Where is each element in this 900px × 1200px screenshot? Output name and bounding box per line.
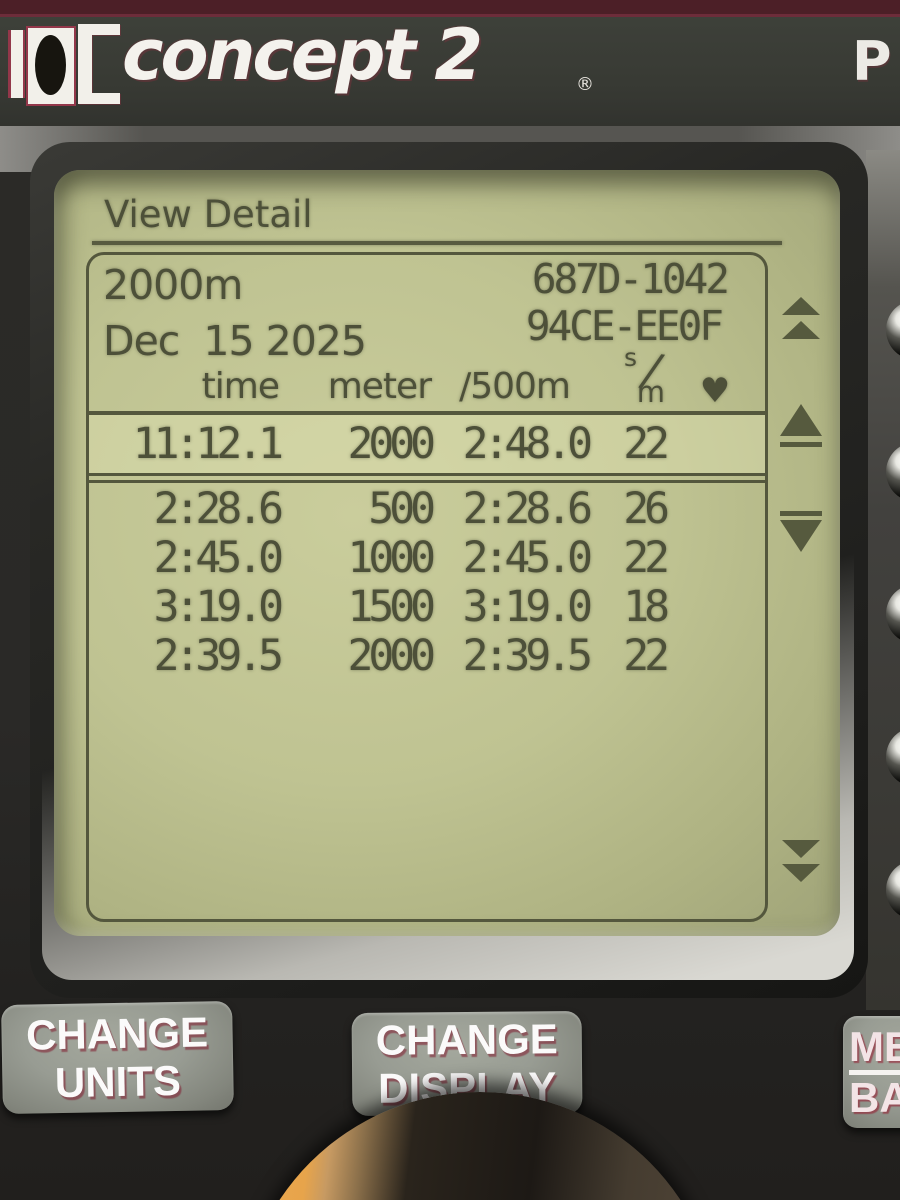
split-spm: 22 xyxy=(623,631,670,681)
split-pace: 2:39.5 xyxy=(462,631,593,681)
logo-oval-box xyxy=(26,26,76,106)
menu-back-button[interactable]: ME BA xyxy=(843,1016,900,1128)
page-up-icon xyxy=(782,297,820,315)
page-down-icon xyxy=(782,840,820,858)
split-row: 2:39.5 2000 2:39.5 22 xyxy=(89,631,765,681)
split-meter: 2000 xyxy=(347,631,436,681)
lcd-display xyxy=(54,170,840,936)
split-time: 2:45.0 xyxy=(153,533,284,583)
scroll-up-icon xyxy=(780,404,822,436)
column-header-pace: /500m xyxy=(459,365,571,407)
side-button-1[interactable] xyxy=(886,300,900,360)
scroll-down-icon xyxy=(780,520,822,552)
workout-id-secondary: 94CE-EE0F xyxy=(525,302,724,350)
table-header-row: time meter /500m s / m ♥ xyxy=(89,343,765,411)
scroll-down-bar xyxy=(780,511,822,516)
model-letter: P xyxy=(852,30,892,93)
column-header-stroke-rate: s / m xyxy=(588,343,665,411)
workout-detail-panel: 2000m Dec 15 2025 687D-1042 94CE-EE0F ti… xyxy=(86,252,768,922)
summary-row: 11:12.1 2000 2:48.0 22 xyxy=(89,415,765,473)
brand-band: concept 2 ® P xyxy=(0,0,900,150)
summary-meter: 2000 xyxy=(347,419,436,469)
heart-rate-icon: ♥ xyxy=(699,371,731,411)
right-bezel-strip xyxy=(866,150,900,1010)
split-pace: 2:28.6 xyxy=(462,484,593,534)
page-title: View Detail xyxy=(104,193,313,236)
split-meter: 1000 xyxy=(347,533,436,583)
split-row: 3:19.0 1500 3:19.0 18 xyxy=(89,582,765,632)
workout-date: Dec 15 2025 xyxy=(103,317,367,365)
change-display-label-line1: CHANGE xyxy=(375,1014,558,1064)
side-button-3[interactable] xyxy=(886,584,900,644)
concept2-logo-icon xyxy=(8,24,122,106)
side-button-2[interactable] xyxy=(886,442,900,502)
split-spm: 26 xyxy=(623,484,670,534)
header-divider-line xyxy=(89,411,765,415)
summary-pace: 2:48.0 xyxy=(462,419,593,469)
rate-unit-numerator: s xyxy=(623,343,637,372)
logo-bracket-shape xyxy=(78,24,120,104)
change-units-label-line2: UNITS xyxy=(54,1056,182,1106)
change-units-button[interactable]: CHANGE UNITS xyxy=(1,1000,234,1115)
brand-wordmark: concept 2 xyxy=(122,14,483,96)
maroon-top-strip xyxy=(0,0,900,17)
split-spm: 18 xyxy=(623,582,670,632)
split-time: 3:19.0 xyxy=(153,582,284,632)
column-header-meter: meter xyxy=(327,365,432,407)
split-meter: 1500 xyxy=(347,582,436,632)
registered-trademark: ® xyxy=(576,74,594,95)
split-pace: 3:19.0 xyxy=(462,582,593,632)
menu-back-divider xyxy=(849,1069,900,1075)
change-units-label-line1: CHANGE xyxy=(25,1007,209,1059)
logo-bar-shape xyxy=(8,30,25,98)
menu-back-label-line2: BA xyxy=(849,1073,900,1121)
title-underline xyxy=(92,241,782,245)
split-meter: 500 xyxy=(368,484,436,534)
summary-time: 11:12.1 xyxy=(132,419,284,469)
split-row: 2:45.0 1000 2:45.0 22 xyxy=(89,533,765,583)
side-button-4[interactable] xyxy=(886,727,900,787)
scroll-up-bar xyxy=(780,442,822,447)
side-button-5[interactable] xyxy=(886,860,900,920)
logo-oval xyxy=(35,35,66,95)
split-row: 2:28.6 500 2:28.6 26 xyxy=(89,484,765,534)
workout-id-primary: 687D-1042 xyxy=(531,255,730,303)
split-time: 2:39.5 xyxy=(153,631,284,681)
column-header-time: time xyxy=(201,365,280,407)
split-time: 2:28.6 xyxy=(153,484,284,534)
rate-unit-denominator: m xyxy=(636,375,665,409)
splits-list: 2:28.6 500 2:28.6 26 2:45.0 1000 2:45.0 … xyxy=(89,484,765,681)
workout-distance: 2000m xyxy=(103,261,243,309)
split-spm: 22 xyxy=(623,533,670,583)
summary-spm: 22 xyxy=(623,419,670,469)
page-down-icon xyxy=(782,864,820,882)
menu-back-label-line1: ME xyxy=(849,1022,900,1070)
summary-divider-line xyxy=(89,473,765,483)
bottom-knob xyxy=(240,1092,720,1200)
split-pace: 2:45.0 xyxy=(462,533,593,583)
page-up-icon xyxy=(782,321,820,339)
